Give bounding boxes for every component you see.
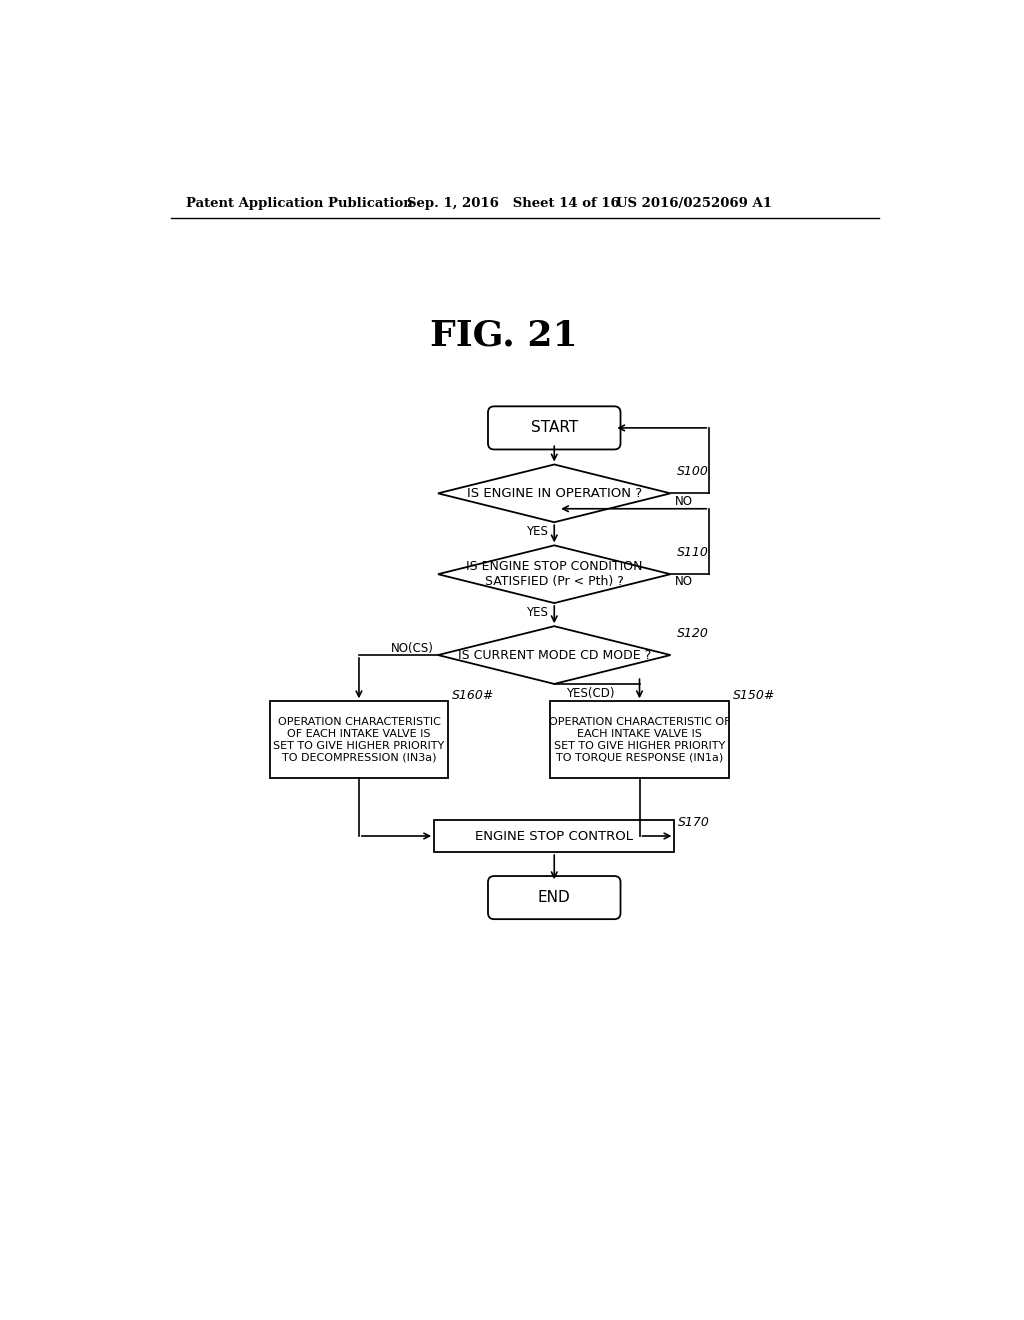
Polygon shape (438, 626, 671, 684)
Text: OPERATION CHARACTERISTIC
OF EACH INTAKE VALVE IS
SET TO GIVE HIGHER PRIORITY
TO : OPERATION CHARACTERISTIC OF EACH INTAKE … (273, 717, 444, 762)
Text: S170: S170 (678, 816, 710, 829)
Polygon shape (438, 545, 671, 603)
Bar (434, 820, 675, 853)
Text: YES(CD): YES(CD) (566, 686, 614, 700)
Text: NO: NO (675, 495, 692, 508)
Text: S120: S120 (677, 627, 709, 640)
FancyBboxPatch shape (488, 876, 621, 919)
Text: S100: S100 (677, 465, 709, 478)
Polygon shape (438, 465, 671, 523)
Text: NO(CS): NO(CS) (391, 643, 434, 656)
Text: START: START (530, 420, 578, 436)
Text: OPERATION CHARACTERISTIC OF
EACH INTAKE VALVE IS
SET TO GIVE HIGHER PRIORITY
TO : OPERATION CHARACTERISTIC OF EACH INTAKE … (549, 717, 730, 762)
FancyBboxPatch shape (488, 407, 621, 449)
Text: FIG. 21: FIG. 21 (430, 318, 578, 352)
Text: S160#: S160# (452, 689, 495, 702)
Text: YES: YES (526, 606, 548, 619)
Text: S110: S110 (677, 546, 709, 560)
Text: IS ENGINE STOP CONDITION
SATISFIED (Pr < Pth) ?: IS ENGINE STOP CONDITION SATISFIED (Pr <… (466, 560, 642, 589)
Bar (550, 701, 729, 779)
Bar (270, 701, 449, 779)
Text: US 2016/0252069 A1: US 2016/0252069 A1 (616, 197, 772, 210)
Text: NO: NO (675, 576, 692, 589)
Text: IS ENGINE IN OPERATION ?: IS ENGINE IN OPERATION ? (467, 487, 642, 500)
Text: YES: YES (526, 525, 548, 539)
Text: Sep. 1, 2016   Sheet 14 of 16: Sep. 1, 2016 Sheet 14 of 16 (407, 197, 620, 210)
Text: END: END (538, 890, 570, 906)
Text: Patent Application Publication: Patent Application Publication (186, 197, 413, 210)
Text: ENGINE STOP CONTROL: ENGINE STOP CONTROL (475, 829, 633, 842)
Text: S150#: S150# (732, 689, 775, 702)
Text: IS CURRENT MODE CD MODE ?: IS CURRENT MODE CD MODE ? (458, 648, 651, 661)
